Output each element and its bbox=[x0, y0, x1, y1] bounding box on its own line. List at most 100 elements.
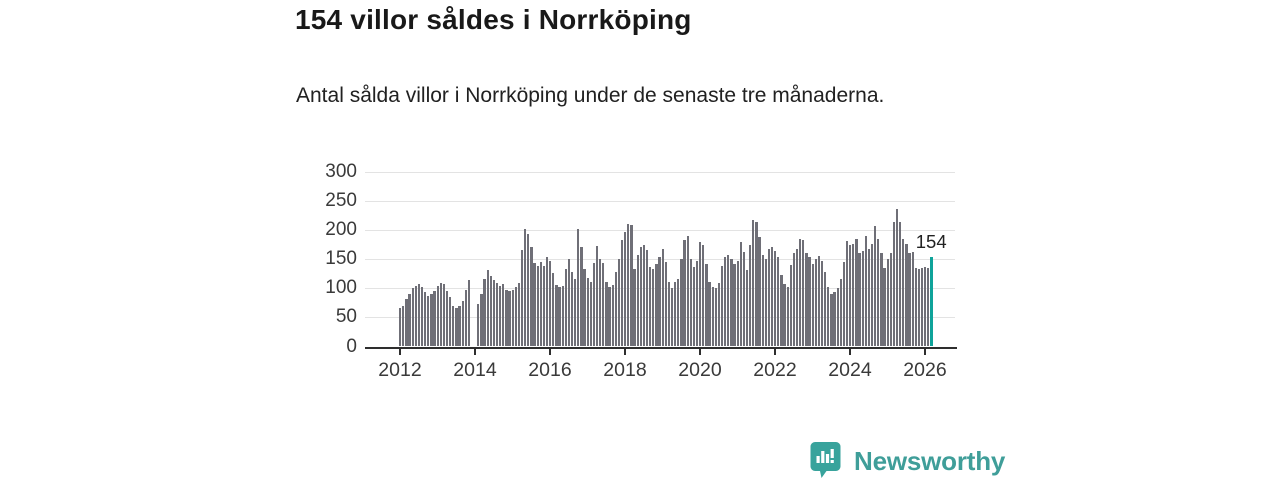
bar bbox=[455, 307, 458, 347]
bar bbox=[408, 294, 411, 347]
bar bbox=[827, 286, 830, 347]
bar bbox=[742, 251, 746, 347]
bar bbox=[542, 265, 546, 347]
bar bbox=[739, 241, 742, 347]
bar bbox=[633, 268, 636, 347]
bar bbox=[461, 300, 464, 347]
bar bbox=[617, 258, 621, 347]
bar bbox=[720, 265, 724, 347]
bar bbox=[424, 291, 427, 347]
bar bbox=[439, 282, 442, 347]
bar bbox=[839, 278, 842, 347]
bar bbox=[483, 278, 486, 347]
bar bbox=[795, 248, 799, 347]
bar bbox=[867, 248, 871, 347]
bar bbox=[689, 258, 692, 347]
bar bbox=[830, 293, 833, 347]
bar bbox=[683, 240, 686, 347]
bar bbox=[514, 286, 517, 347]
bar bbox=[558, 286, 561, 347]
bar bbox=[727, 255, 730, 347]
x-axis-tick bbox=[399, 348, 401, 355]
bar bbox=[824, 271, 827, 347]
x-axis-tick bbox=[699, 348, 701, 355]
bar bbox=[499, 285, 502, 347]
newsworthy-wordmark: Newsworthy bbox=[854, 445, 1006, 476]
highlighted-bar bbox=[930, 257, 934, 347]
bar bbox=[808, 257, 811, 347]
bar bbox=[877, 239, 880, 347]
bar bbox=[917, 269, 921, 347]
bar bbox=[864, 235, 867, 347]
bar bbox=[792, 253, 796, 347]
bar bbox=[567, 259, 571, 347]
bar bbox=[430, 294, 433, 347]
bar bbox=[902, 239, 905, 347]
bar bbox=[836, 288, 839, 347]
bar bbox=[599, 258, 602, 347]
bar bbox=[433, 291, 436, 347]
bar bbox=[677, 278, 680, 347]
bar bbox=[524, 228, 527, 347]
bar bbox=[858, 253, 861, 347]
gridline bbox=[365, 229, 955, 231]
bar bbox=[755, 222, 758, 347]
bar bbox=[845, 241, 849, 347]
bar bbox=[552, 272, 555, 347]
bar bbox=[674, 282, 677, 347]
x-axis-line bbox=[365, 346, 957, 349]
bar bbox=[889, 253, 892, 347]
bar bbox=[639, 247, 642, 347]
bar bbox=[911, 251, 914, 347]
bar bbox=[852, 243, 855, 347]
bar bbox=[467, 279, 471, 347]
bar bbox=[780, 275, 783, 347]
bar bbox=[920, 267, 924, 347]
bar bbox=[886, 258, 889, 347]
bar bbox=[670, 288, 674, 347]
bar bbox=[533, 263, 536, 347]
bar bbox=[811, 264, 814, 347]
bar bbox=[480, 293, 483, 347]
bar bbox=[705, 264, 708, 347]
bar bbox=[817, 255, 821, 347]
x-tick-label: 2012 bbox=[378, 359, 422, 381]
bar bbox=[717, 283, 721, 347]
bar bbox=[777, 257, 780, 347]
bar bbox=[702, 244, 705, 347]
bar bbox=[749, 245, 752, 347]
y-tick-label: 200 bbox=[325, 219, 357, 241]
bar bbox=[420, 287, 424, 347]
bar bbox=[614, 272, 617, 347]
bar bbox=[530, 247, 533, 347]
bar bbox=[414, 285, 417, 347]
bar bbox=[895, 209, 899, 347]
bar bbox=[724, 257, 727, 347]
bar bbox=[427, 295, 430, 347]
bar bbox=[477, 304, 480, 347]
bar bbox=[874, 226, 877, 347]
bar bbox=[495, 283, 499, 347]
bar bbox=[783, 284, 786, 347]
bar bbox=[577, 228, 580, 347]
bar bbox=[545, 257, 549, 347]
bar bbox=[511, 289, 514, 347]
bar bbox=[686, 235, 689, 347]
gridline bbox=[365, 200, 955, 202]
bar bbox=[630, 224, 633, 347]
page-subtitle: Antal sålda villor i Norrköping under de… bbox=[296, 84, 885, 107]
bar bbox=[642, 245, 646, 347]
bar bbox=[802, 240, 805, 347]
bar bbox=[820, 260, 824, 347]
x-axis-tick bbox=[624, 348, 626, 355]
bar bbox=[508, 290, 511, 347]
bar bbox=[833, 291, 836, 347]
bar bbox=[714, 288, 717, 347]
bar bbox=[664, 262, 667, 347]
x-tick-label: 2014 bbox=[453, 359, 497, 381]
bar bbox=[464, 289, 467, 347]
bar bbox=[761, 255, 764, 347]
bar bbox=[602, 262, 605, 347]
x-axis-tick bbox=[474, 348, 476, 355]
